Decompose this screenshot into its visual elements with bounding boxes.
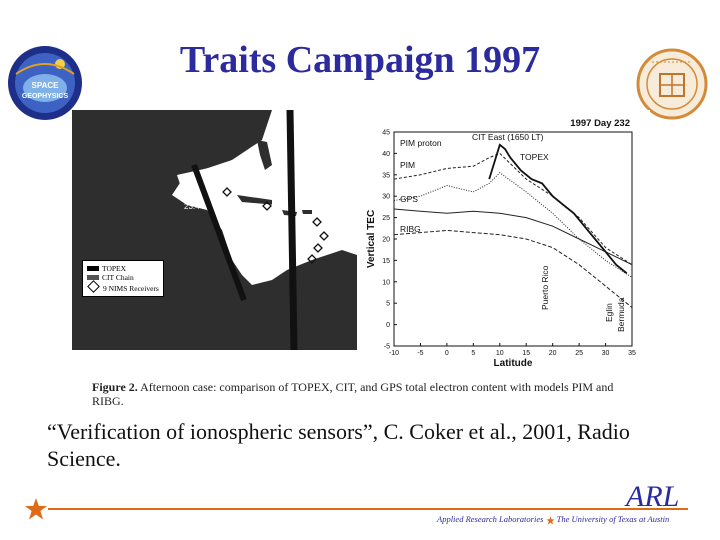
map-legend: TOPEX CIT Chain 9 NIMS Receivers bbox=[82, 260, 164, 297]
y-axis-label: Vertical TEC bbox=[366, 210, 377, 268]
chart-annotation: GPS bbox=[400, 194, 418, 204]
x-tick-label: 35 bbox=[628, 350, 636, 357]
chart-annotation: PIM proton bbox=[400, 138, 442, 148]
tec-chart: -10 -5 0 5 10 15 20 25 30 35-5051015202530354045 … bbox=[360, 110, 650, 382]
x-tick-label: -10 bbox=[389, 350, 399, 357]
chart-annotation: Eglin bbox=[604, 303, 614, 322]
x-tick-label: 25 bbox=[575, 350, 583, 357]
small-star-icon bbox=[545, 515, 555, 524]
svg-text:GEOPHYSICS: GEOPHYSICS bbox=[22, 93, 69, 100]
y-tick-label: 45 bbox=[382, 130, 390, 137]
x-tick-label: 5 bbox=[471, 350, 475, 357]
series-line-pim-proton bbox=[393, 152, 633, 266]
figure-caption: Figure 2. Afternoon case: comparison of … bbox=[92, 380, 640, 408]
star-icon bbox=[25, 498, 47, 520]
y-tick-label: 0 bbox=[386, 322, 390, 329]
x-tick-label: 20 bbox=[549, 350, 557, 357]
map-time-label: 23:44 bbox=[184, 202, 205, 211]
footer-rule bbox=[48, 508, 688, 510]
series-line-ribg bbox=[393, 229, 633, 308]
figure: 23:44 TOPEX CIT Chain 9 NIMS Receivers -… bbox=[72, 110, 650, 382]
x-axis-label: Latitude bbox=[494, 358, 533, 369]
y-tick-label: 30 bbox=[382, 194, 390, 201]
legend-cit-chain: CIT Chain bbox=[102, 273, 134, 282]
caption-label: Figure 2. bbox=[92, 380, 138, 394]
series-line-pim bbox=[393, 172, 633, 278]
y-tick-label: 40 bbox=[382, 151, 390, 158]
caption-text: Afternoon case: comparison of TOPEX, CIT… bbox=[92, 380, 614, 408]
series-line-topex bbox=[488, 143, 628, 274]
arl-logo: ARL bbox=[626, 480, 680, 513]
university-seal-logo bbox=[636, 48, 708, 120]
citation-text: “Verification of ionospheric sensors”, C… bbox=[47, 419, 630, 471]
map-image: 23:44 TOPEX CIT Chain 9 NIMS Receivers bbox=[72, 110, 357, 350]
chart-annotation: Puerto Rico bbox=[540, 265, 550, 310]
x-tick-label: -5 bbox=[417, 350, 423, 357]
y-tick-label: 5 bbox=[386, 301, 390, 308]
chart-annotation: PIM bbox=[400, 160, 415, 170]
chart-annotation: TOPEX bbox=[520, 152, 549, 162]
org-left-text: Applied Research Laboratories bbox=[437, 514, 544, 524]
svg-text:SPACE: SPACE bbox=[32, 81, 60, 90]
x-tick-label: 30 bbox=[602, 350, 610, 357]
y-tick-label: 25 bbox=[382, 215, 390, 222]
y-tick-label: 15 bbox=[382, 258, 390, 265]
legend-topex: TOPEX bbox=[102, 264, 127, 273]
y-tick-label: 10 bbox=[382, 279, 390, 286]
y-tick-label: 35 bbox=[382, 172, 390, 179]
space-geophysics-logo: SPACE GEOPHYSICS bbox=[8, 46, 82, 120]
legend-nims: 9 NIMS Receivers bbox=[103, 284, 159, 293]
x-tick-label: 15 bbox=[522, 350, 530, 357]
org-right-text: The University of Texas at Austin bbox=[556, 514, 670, 524]
footer-org: Applied Research Laboratories The Univer… bbox=[437, 514, 669, 525]
series-line-gps bbox=[393, 208, 633, 266]
y-tick-label: -5 bbox=[384, 344, 390, 351]
y-tick-label: 20 bbox=[382, 237, 390, 244]
chart-annotation: RIBG bbox=[400, 224, 421, 234]
slide-title: Traits Campaign 1997 bbox=[179, 39, 541, 81]
chart-annotation: CIT East (1650 LT) bbox=[472, 132, 544, 142]
x-tick-label: 10 bbox=[496, 350, 504, 357]
x-tick-label: 0 bbox=[445, 350, 449, 357]
chart-title: 1997 Day 232 bbox=[570, 118, 630, 129]
chart-annotation: Bermuda bbox=[616, 297, 626, 332]
